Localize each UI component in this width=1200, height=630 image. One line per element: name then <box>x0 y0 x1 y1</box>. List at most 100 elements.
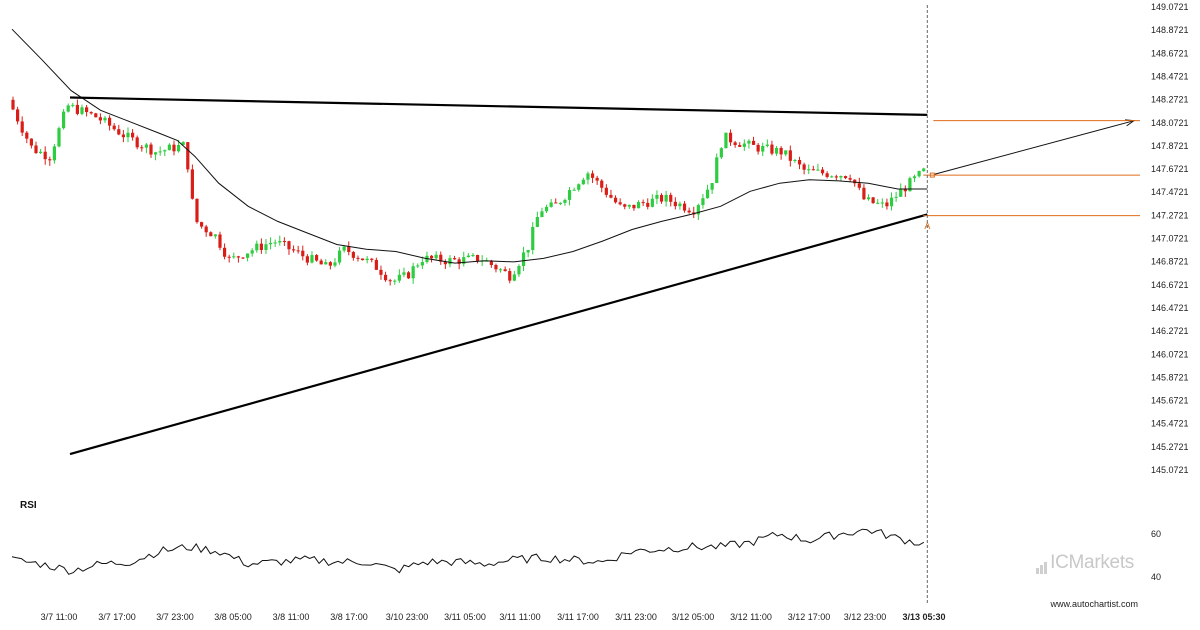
price-tick-label: 146.0721 <box>1151 349 1189 359</box>
candle-body <box>34 145 38 154</box>
candle-body <box>43 151 47 160</box>
candle-body <box>903 189 907 192</box>
candle-body <box>595 177 599 181</box>
candle-body <box>894 196 898 198</box>
price-tick-label: 148.2721 <box>1151 95 1189 105</box>
candle-body <box>222 247 227 257</box>
candle-body <box>301 250 305 257</box>
rsi-tick-label: 60 <box>1151 529 1161 539</box>
candle-body <box>236 256 240 258</box>
candle-body <box>788 150 792 161</box>
candle-body <box>80 107 84 114</box>
candle-body <box>535 216 539 227</box>
candle-body <box>885 202 889 207</box>
candle-body <box>733 142 737 146</box>
candle-body <box>328 262 332 266</box>
candle-body <box>457 259 461 264</box>
candle-body <box>186 142 190 170</box>
candle-body <box>839 176 843 178</box>
candle-body <box>843 176 848 179</box>
candle-body <box>853 179 857 184</box>
candle-body <box>434 254 438 259</box>
site-url: www.autochartist.com <box>1050 599 1138 609</box>
time-tick-label: 3/8 11:00 <box>273 612 310 622</box>
price-tick-label: 148.8721 <box>1151 25 1189 35</box>
candle-body <box>728 132 733 143</box>
candle-body <box>590 173 595 178</box>
time-tick-label: 3/10 23:00 <box>386 612 429 622</box>
candle-body <box>756 144 760 152</box>
candle-body <box>402 272 406 275</box>
candle-body <box>549 202 553 207</box>
candle-body <box>250 250 254 254</box>
candle-body <box>567 190 572 200</box>
candle-body <box>48 159 52 161</box>
candle-body <box>471 254 475 256</box>
candle-body <box>84 107 89 113</box>
candlesticks <box>11 96 926 286</box>
candle-body <box>917 171 921 177</box>
candle-body <box>618 202 622 205</box>
candle-body <box>489 260 493 266</box>
candle-body <box>922 168 926 172</box>
candle-body <box>820 169 825 174</box>
candle-body <box>862 187 866 200</box>
candle-body <box>153 152 158 155</box>
price-tick-label: 149.0721 <box>1151 2 1189 12</box>
candle-body <box>669 194 673 202</box>
candle-body <box>866 197 871 200</box>
candle-body <box>324 262 328 265</box>
candle-body <box>577 184 581 190</box>
candle-body <box>770 144 774 154</box>
candle-body <box>761 146 765 152</box>
target-levels <box>923 5 1140 605</box>
moving-average <box>11 28 928 264</box>
candle-body <box>416 265 420 267</box>
candle-body <box>779 147 783 155</box>
candle-body <box>356 257 360 259</box>
candle-body <box>623 204 627 207</box>
candle-body <box>57 128 61 147</box>
candle-body <box>365 258 369 261</box>
candle-body <box>899 189 903 197</box>
candle-body <box>264 244 268 251</box>
candle-body <box>498 269 503 271</box>
candle-body <box>126 132 130 138</box>
price-tick-label: 146.2721 <box>1151 326 1189 336</box>
rsi-line <box>11 528 925 575</box>
candle-body <box>742 143 746 147</box>
candle-body <box>66 105 70 112</box>
candle-body <box>600 180 604 188</box>
price-tick-label: 148.0721 <box>1151 118 1189 128</box>
candle-body <box>342 246 346 251</box>
candle-body <box>908 178 912 192</box>
candle-body <box>29 138 33 146</box>
candle-body <box>374 259 378 270</box>
candle-body <box>558 202 562 204</box>
logo-text: ICMarkets <box>1050 552 1134 574</box>
candle-body <box>273 242 277 244</box>
candle-body <box>830 176 834 178</box>
candle-body <box>912 176 917 179</box>
time-tick-label: 3/12 23:00 <box>844 612 887 622</box>
candle-body <box>521 252 526 267</box>
candle-body <box>609 194 613 198</box>
price-tick-label: 146.6721 <box>1151 280 1189 290</box>
candle-body <box>586 173 590 180</box>
candle-body <box>383 274 388 281</box>
price-axis: 149.0721 148.8721 148.6721 148.4721 148.2721… <box>1151 2 1189 475</box>
candle-body <box>406 272 411 279</box>
time-tick-label: 3/8 05:00 <box>214 612 252 622</box>
candle-body <box>503 269 507 272</box>
candle-body <box>710 183 714 190</box>
candle-body <box>701 198 705 206</box>
candle-body <box>705 189 710 199</box>
price-tick-label: 145.4721 <box>1151 419 1189 429</box>
lower-trendline <box>69 213 928 456</box>
candle-body <box>144 144 148 148</box>
candle-body <box>61 111 66 129</box>
candle-body <box>75 104 79 114</box>
candle-body <box>563 199 567 203</box>
candle-body <box>613 197 618 203</box>
